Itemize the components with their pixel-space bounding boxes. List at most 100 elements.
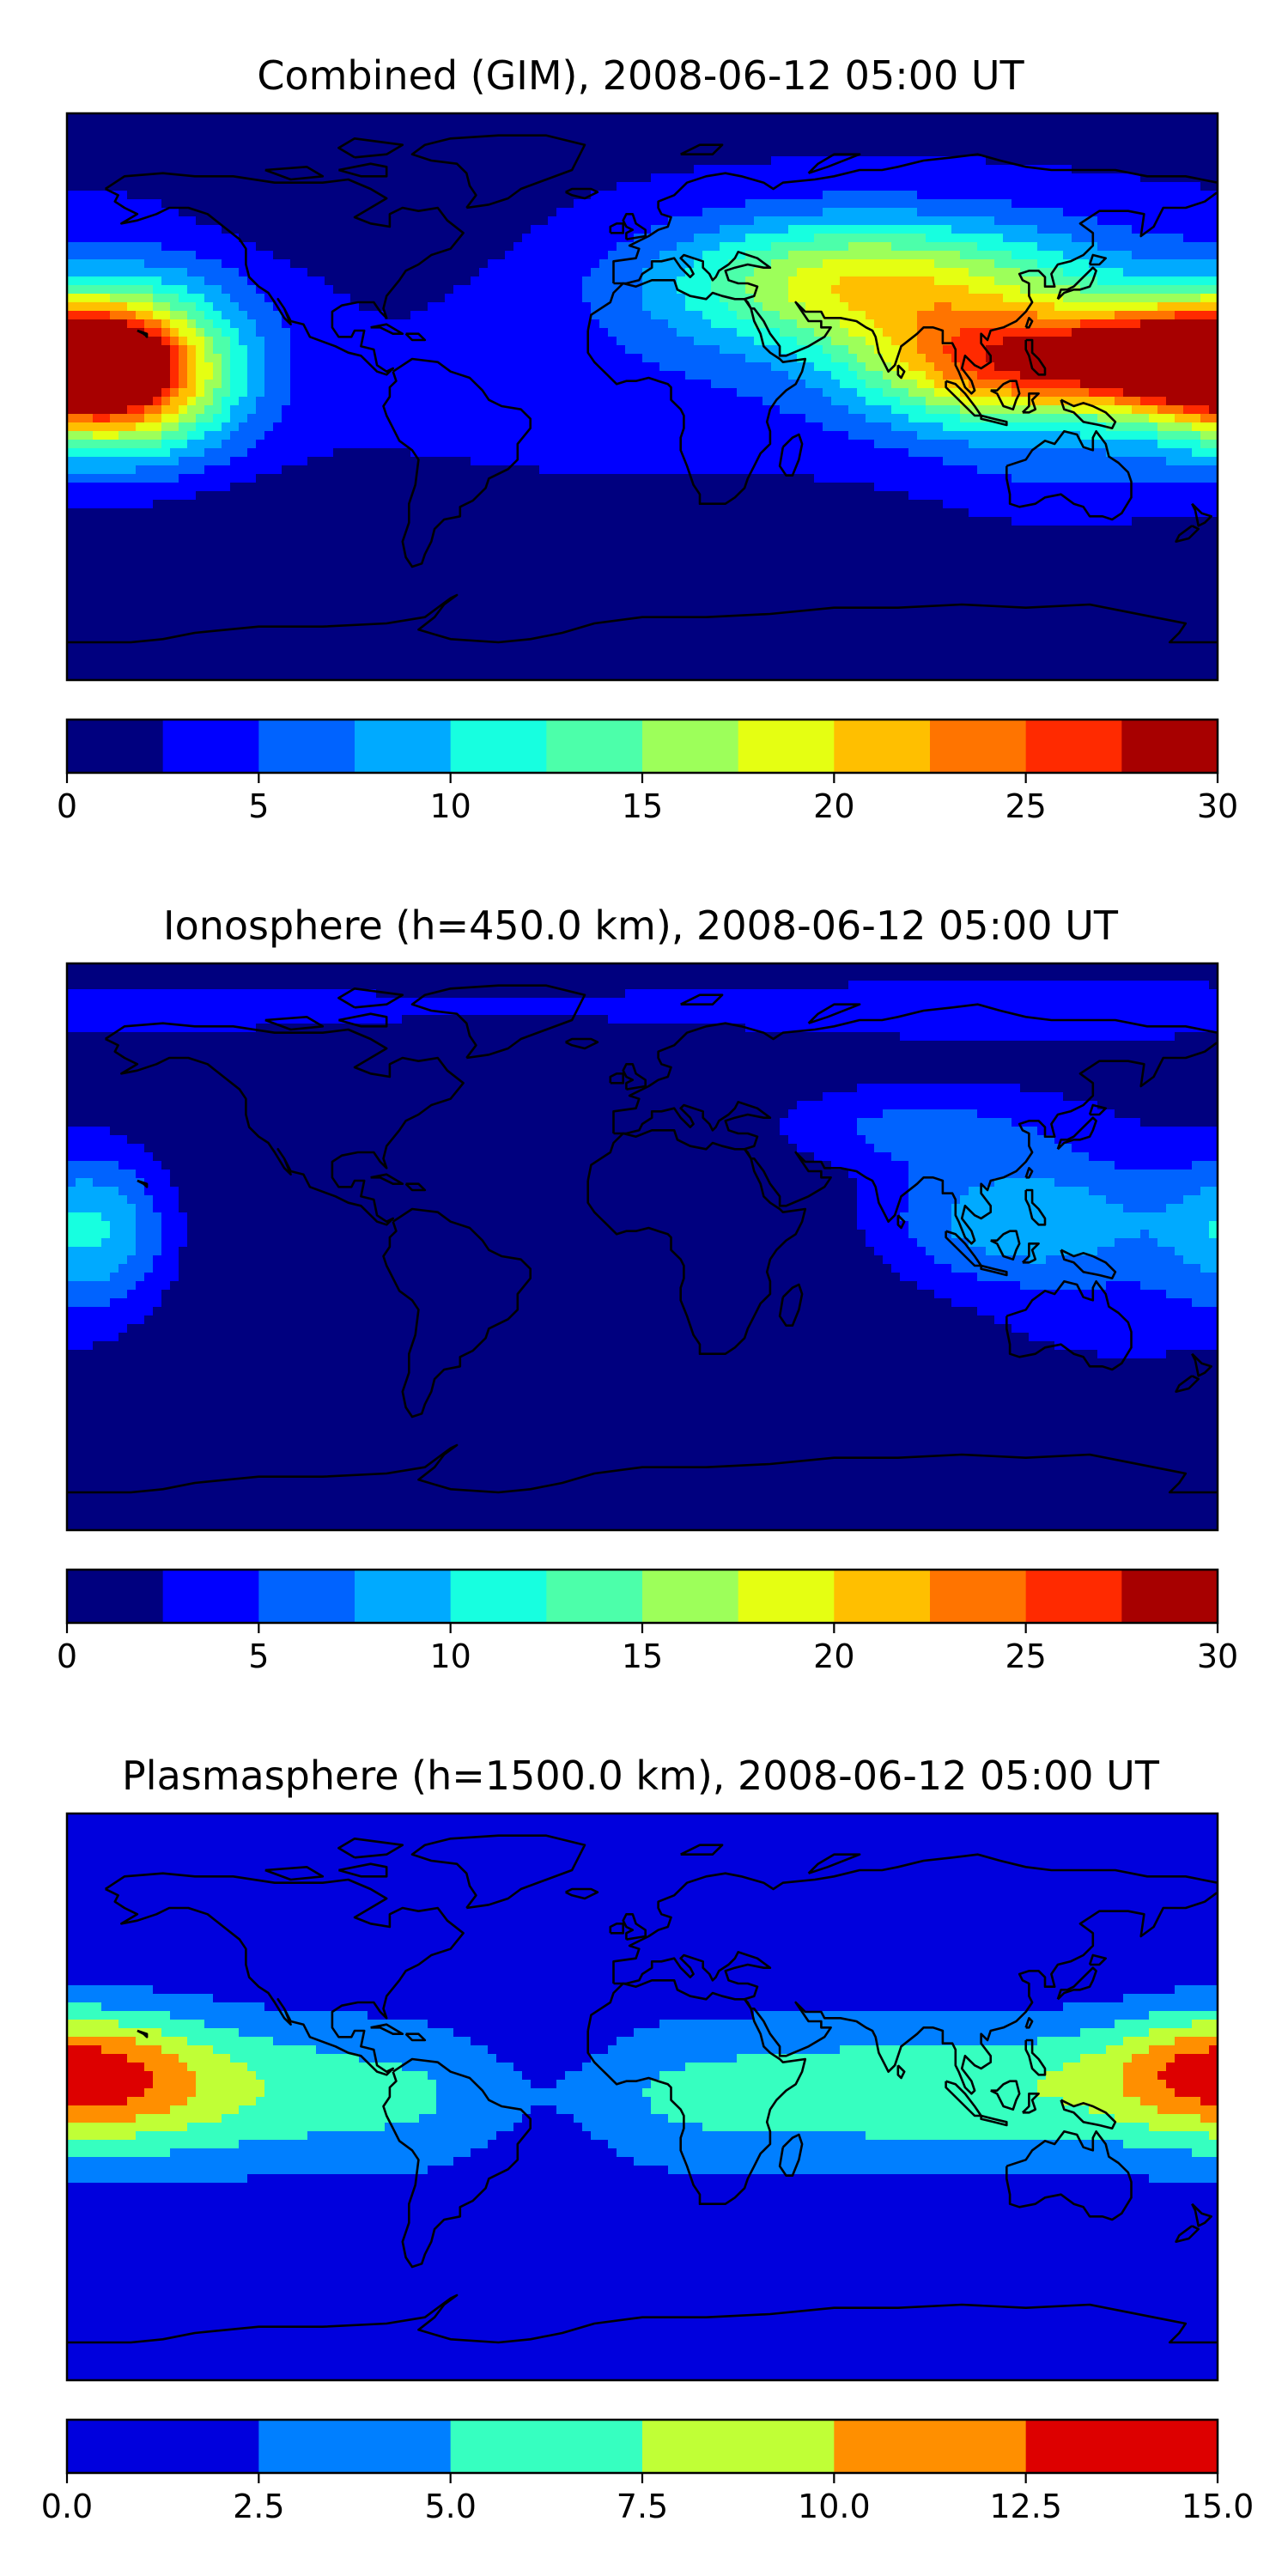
colorbar-tick-label: 25 <box>1005 787 1046 825</box>
colorbar-swatch <box>355 720 452 773</box>
colorbar-swatch <box>67 720 164 773</box>
map-frame <box>65 112 1219 682</box>
colorbar-swatch <box>930 1570 1027 1623</box>
coastline <box>338 162 388 178</box>
colorbar-ionosphere: 0 5 10 15 20 25 30 <box>57 1568 1238 1675</box>
coastline <box>680 993 724 1005</box>
colorbar-swatch <box>834 720 931 773</box>
colorbar-swatch <box>162 1570 259 1623</box>
colorbar-tick-label: 20 <box>813 787 854 825</box>
coastline <box>1021 2093 1040 2114</box>
colorbar-swatch <box>738 1570 835 1623</box>
map-field <box>67 963 1218 1530</box>
colorbar-tick-label: 30 <box>1197 1637 1238 1675</box>
coastline <box>896 364 906 380</box>
colorbar-tick-label: 0.0 <box>41 2488 93 2525</box>
coastline <box>1056 266 1097 301</box>
colorbar-swatch <box>642 2420 835 2473</box>
coastline <box>382 2057 532 2269</box>
coastline <box>404 332 427 342</box>
coastline <box>370 1173 404 1185</box>
coastlines <box>67 134 1218 644</box>
coastline <box>609 1923 624 1935</box>
colorbar-tick-label: 12.5 <box>989 2488 1062 2525</box>
coastline <box>807 153 861 174</box>
colorbar-tick-label: 7.5 <box>617 2488 668 2525</box>
coastline <box>945 2080 982 2117</box>
coastline <box>612 153 1218 395</box>
coastline <box>1005 2130 1133 2221</box>
colorbar-swatch <box>642 720 739 773</box>
coastline <box>1088 1953 1107 1966</box>
coastline <box>404 1182 427 1192</box>
colorbar-swatch <box>67 2420 259 2473</box>
coastline <box>264 166 325 181</box>
coastline <box>680 1844 724 1856</box>
coastline <box>1024 1188 1047 1226</box>
panel-title: Plasmasphere (h=1500.0 km), 2008-06-12 0… <box>122 1753 1160 1799</box>
coastline <box>807 1853 861 1874</box>
coastline <box>778 433 804 477</box>
coastline <box>1024 2017 1034 2029</box>
panel-plasmasphere: Plasmasphere (h=1500.0 km), 2008-06-12 0… <box>41 1753 1255 2525</box>
coastline <box>410 134 586 210</box>
colorbar-swatch <box>162 720 259 773</box>
colorbar-tick-label: 15.0 <box>1182 2488 1255 2525</box>
coastline <box>622 1913 647 1941</box>
colorbar-swatch <box>546 720 643 773</box>
colorbar-tick-label: 30 <box>1197 787 1238 825</box>
coastline <box>382 1207 532 1419</box>
colorbar-swatch <box>450 720 547 773</box>
coastline <box>945 380 982 417</box>
colorbar-tick-label: 10.0 <box>798 2488 871 2525</box>
coastline <box>680 143 724 155</box>
colorbar-swatch <box>930 720 1027 773</box>
coastline <box>1021 392 1040 414</box>
coastline <box>612 1003 1218 1245</box>
coastline <box>1056 1116 1097 1151</box>
colorbar-swatch <box>1025 1570 1122 1623</box>
coastline <box>1024 338 1047 376</box>
coastline <box>137 1179 149 1188</box>
colorbar-tick-label: 10 <box>429 787 471 825</box>
coastline <box>778 2133 804 2177</box>
coastlines <box>67 984 1218 1494</box>
coastline <box>1191 2202 1212 2227</box>
colorbar-swatch <box>1121 720 1218 773</box>
coastline <box>67 1443 1218 1494</box>
coastline <box>67 2293 1218 2344</box>
coastline <box>565 1037 599 1050</box>
panel-ionosphere: Ionosphere (h=450.0 km), 2008-06-12 05:0… <box>57 902 1238 1675</box>
coastline <box>990 1230 1021 1261</box>
map-ionosphere <box>65 962 1219 1532</box>
coastline <box>1191 1352 1212 1377</box>
coastline <box>404 2032 427 2042</box>
coastline <box>370 2023 404 2035</box>
colorbar-tick-label: 0 <box>57 787 77 825</box>
coastline <box>104 1872 465 2076</box>
coastline <box>896 2064 906 2080</box>
coastline <box>945 1230 982 1267</box>
coastline <box>980 2114 1008 2127</box>
colorbar-tick-label: 5 <box>248 787 269 825</box>
coastline <box>1024 2038 1047 2076</box>
coastline <box>1175 1375 1200 1393</box>
colorbar-tick-label: 2.5 <box>233 2488 284 2525</box>
coastline <box>586 279 807 505</box>
coastline <box>1024 1167 1034 1179</box>
coastlines <box>67 1834 1218 2344</box>
coastline <box>565 187 599 200</box>
coastline <box>1060 398 1117 429</box>
coastline <box>410 984 586 1060</box>
colorbar-swatch <box>258 1570 355 1623</box>
coastline <box>609 222 624 234</box>
coastline <box>264 1016 325 1031</box>
coastline <box>1191 502 1212 527</box>
colorbar-swatch <box>355 1570 452 1623</box>
coastline <box>370 323 404 335</box>
coastline <box>622 213 647 240</box>
coastline <box>1060 1249 1117 1279</box>
colorbar-combined: 0 5 10 15 20 25 30 <box>57 718 1238 825</box>
colorbar-tick-label: 20 <box>813 1637 854 1675</box>
